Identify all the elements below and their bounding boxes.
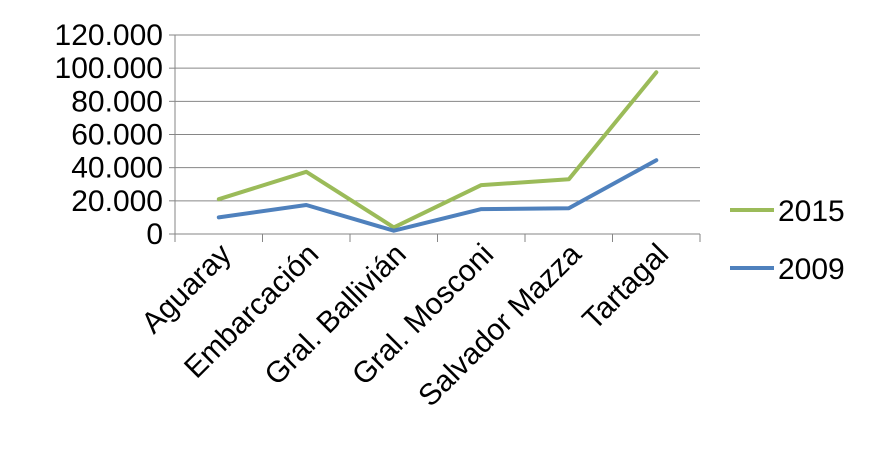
series-line-2009 [216,158,659,233]
series-line-2015 [216,70,659,230]
x-tick-label: Tartagal [576,238,675,337]
legend-label: 2015 [778,195,845,228]
legend-label: 2009 [778,253,845,286]
axes [169,34,701,242]
y-tick-label: 40.000 [71,152,163,185]
y-tick-label: 20.000 [71,185,163,218]
legend: 2015 2009 [730,195,845,286]
y-tick-label: 60.000 [71,119,163,152]
y-tick-label: 80.000 [71,85,163,118]
x-tick-label: Salvador Mazza [412,237,588,413]
y-tick-label: 120.000 [55,19,163,52]
y-tick-label: 100.000 [55,52,163,85]
series-lines [216,70,659,233]
y-tick-label: 0 [146,218,163,251]
gridlines [175,34,700,202]
